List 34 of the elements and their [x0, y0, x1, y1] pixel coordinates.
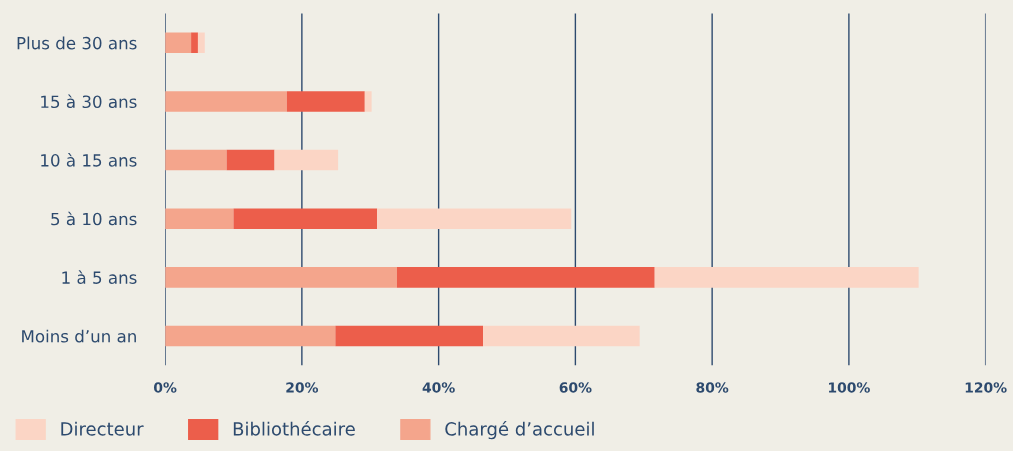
bar — [165, 325, 336, 347]
y-tick-label: Moins d’un an — [22, 329, 136, 343]
bar — [165, 149, 227, 171]
x-tick-label: 20% — [286, 382, 319, 393]
bar — [654, 267, 919, 288]
bar — [396, 267, 655, 288]
bar — [364, 91, 372, 112]
bar — [483, 325, 640, 347]
y-tick-label: 1 à 5 ans — [62, 270, 137, 284]
x-tick-label: 80% — [696, 382, 729, 393]
x-tick-label: 120% — [965, 382, 1007, 393]
bar — [191, 32, 198, 54]
bar — [165, 91, 287, 112]
legend-label: Chargé d’accueil — [445, 421, 594, 440]
bar — [165, 208, 234, 229]
legend-label: Directeur — [61, 421, 144, 436]
legend-label: Bibliothécaire — [233, 421, 355, 436]
x-tick-label: 60% — [559, 382, 592, 393]
y-tick-label: Plus de 30 ans — [17, 36, 137, 50]
x-tick-label: 100% — [829, 382, 870, 393]
y-tick-label: 5 à 10 ans — [51, 211, 137, 226]
bar — [165, 267, 397, 288]
x-tick-label: 40% — [422, 382, 455, 393]
y-tick-label: 10 à 15 ans — [41, 153, 137, 167]
bar — [377, 208, 572, 229]
bar — [274, 149, 339, 171]
x-tick-label: 0% — [153, 382, 177, 393]
bar — [226, 149, 275, 171]
bar — [197, 32, 205, 54]
bar — [165, 32, 192, 54]
bar — [233, 208, 378, 229]
bar — [335, 325, 484, 347]
bar — [286, 91, 365, 112]
y-tick-label: 15 à 30 ans — [41, 94, 137, 109]
